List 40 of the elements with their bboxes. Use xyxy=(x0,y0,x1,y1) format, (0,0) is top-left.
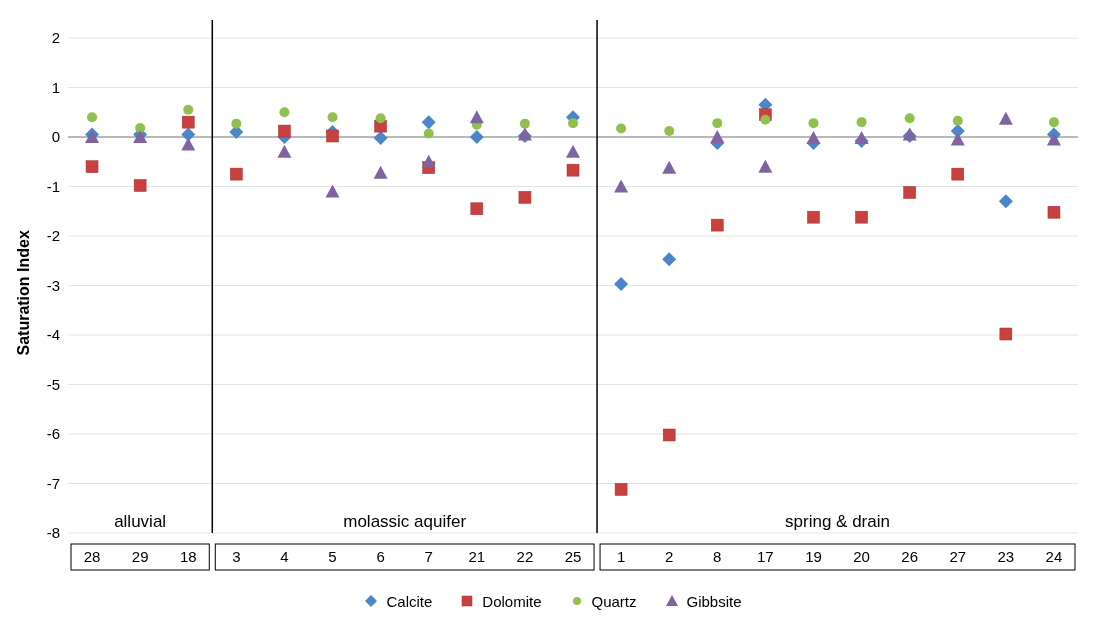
x-tick-label: 24 xyxy=(1045,547,1063,565)
y-tick-label: -6 xyxy=(46,425,60,443)
legend-label: Quartz xyxy=(591,592,637,610)
x-tick-label: 22 xyxy=(516,547,534,565)
y-tick-label: -3 xyxy=(46,276,60,294)
x-tick-label: 26 xyxy=(901,547,919,565)
x-tick-label: 2 xyxy=(665,547,674,565)
x-tick-label: 3 xyxy=(232,547,241,565)
x-tick-label: 21 xyxy=(468,547,486,565)
y-axis-title: Saturation Index xyxy=(14,230,32,356)
y-tick-label: -1 xyxy=(46,177,60,195)
annotation: spring & drain xyxy=(785,512,890,531)
y-tick-label: -5 xyxy=(46,375,60,393)
x-tick-label: 7 xyxy=(424,547,433,565)
x-tick-label: 19 xyxy=(805,547,822,565)
x-tick-label: 4 xyxy=(280,547,289,565)
legend-label: Gibbsite xyxy=(686,592,742,610)
y-tick-label: -2 xyxy=(46,227,60,245)
x-tick-label: 5 xyxy=(328,547,337,565)
annotation: alluvial xyxy=(114,512,167,531)
y-tick-label: -4 xyxy=(46,326,60,344)
legend-label: Calcite xyxy=(386,592,433,610)
x-tick-label: 20 xyxy=(853,547,870,565)
x-tick-label: 8 xyxy=(713,547,722,565)
y-tick-label: -7 xyxy=(46,474,60,492)
x-tick-label: 25 xyxy=(564,547,582,565)
y-tick-label: 0 xyxy=(51,128,60,146)
annotation: molassic aquifer xyxy=(343,512,467,531)
x-tick-label: 23 xyxy=(997,547,1015,565)
x-tick-label: 18 xyxy=(179,547,197,565)
y-tick-label: 2 xyxy=(51,29,60,47)
legend-label: Dolomite xyxy=(482,592,542,610)
x-tick-label: 6 xyxy=(376,547,385,565)
y-tick-label: -8 xyxy=(46,524,60,542)
x-tick-label: 27 xyxy=(949,547,967,565)
x-tick-label: 17 xyxy=(757,547,774,565)
x-tick-label: 28 xyxy=(83,547,101,565)
y-tick-label: 1 xyxy=(51,78,60,96)
x-tick-label: 1 xyxy=(616,547,626,565)
x-tick-label: 29 xyxy=(131,547,149,565)
